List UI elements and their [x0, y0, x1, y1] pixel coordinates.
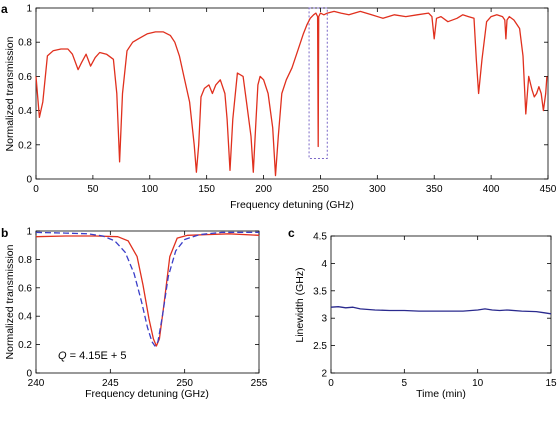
y-tick-label: 1	[26, 4, 32, 15]
x-tick-label: 200	[255, 184, 272, 195]
x-tick-label: 250	[176, 378, 193, 389]
series-line-fit	[35, 231, 259, 347]
series-line	[35, 10, 548, 177]
y-tick-label: 0.2	[18, 340, 32, 351]
x-tick-label: 255	[251, 378, 268, 389]
y-tick-label: 0.6	[18, 72, 32, 83]
series-line	[330, 306, 552, 315]
panel-b-ticks: 240 245 250 255 0 0.2 0.4 0.6 0.8 1	[18, 227, 268, 390]
y-tick-label: 3	[321, 314, 327, 325]
y-tick-label: 4	[321, 259, 327, 270]
panel-b-q-annotation: Q = 4.15E + 5	[58, 350, 127, 362]
y-tick-label: 0.4	[18, 106, 32, 117]
y-tick-label: 2.5	[313, 341, 327, 352]
panel-b-axes	[35, 230, 260, 374]
y-tick-label: 3.5	[313, 286, 327, 297]
x-tick-label: 300	[369, 184, 386, 195]
x-tick-label: 5	[402, 378, 408, 389]
panel-a: a 0 50 100 150 200 250 300 350 400 45000.20.40.60…	[1, 2, 557, 211]
y-tick-label: 0	[26, 369, 32, 380]
panel-b-letter: b	[1, 226, 8, 240]
x-tick-label: 100	[141, 184, 158, 195]
x-tick-label: 50	[87, 184, 99, 195]
x-tick-label: 245	[102, 378, 119, 389]
panel-b-ylabel: Normalized transmission	[4, 244, 16, 359]
x-tick-label: 250	[312, 184, 329, 195]
x-tick-label: 0	[33, 184, 39, 195]
q-symbol: Q	[58, 350, 67, 362]
x-tick-label: 240	[28, 378, 45, 389]
x-tick-label: 0	[328, 378, 334, 389]
x-tick-label: 150	[198, 184, 215, 195]
x-tick-label: 350	[426, 184, 443, 195]
y-tick-label: 0.8	[18, 255, 32, 266]
panel-a-letter: a	[1, 2, 8, 16]
panel-b-xlabel: Frequency detuning (GHz)	[85, 388, 209, 400]
y-tick-label: 0	[26, 175, 32, 186]
panel-b: b 240 245 250 255 0 0.2 0.4 0.6 0.8 1 Q = 4.15E +…	[1, 226, 268, 400]
q-value: = 4.15E + 5	[67, 350, 127, 362]
x-tick-label: 400	[483, 184, 500, 195]
panel-c: c 0 5 10 15 2 2.5 3 3.5 4 4.5 Time (min) Linewidt…	[288, 226, 557, 400]
panel-a-xlabel: Frequency detuning (GHz)	[230, 199, 354, 211]
y-tick-label: 0.2	[18, 140, 32, 151]
x-tick-label: 450	[540, 184, 557, 195]
panel-a-ticks: 0 50 100 150 200 250 300 350 400 450 0 0.2 0.4 0.6 0.8…	[18, 4, 557, 196]
panel-c-xlabel: Time (min)	[416, 388, 466, 400]
highlight-box	[308, 7, 328, 159]
y-tick-label: 2	[321, 369, 327, 380]
panel-a-axes	[35, 7, 549, 180]
y-tick-label: 0.4	[18, 312, 32, 323]
y-tick-label: 1	[26, 227, 32, 238]
panel-c-letter: c	[288, 226, 295, 240]
series-line-measured	[35, 233, 260, 347]
panel-c-ylabel: Linewidth (GHz)	[294, 267, 306, 342]
x-tick-label: 10	[472, 378, 484, 389]
panel-a-ylabel: Normalized transmission	[4, 36, 16, 151]
y-tick-label: 0.8	[18, 38, 32, 49]
panel-c-axes	[330, 235, 552, 374]
y-tick-label: 4.5	[313, 232, 327, 243]
y-tick-label: 0.6	[18, 283, 32, 294]
x-tick-label: 15	[545, 378, 557, 389]
panel-c-ticks: 0 5 10 15 2 2.5 3 3.5 4 4.5	[313, 232, 557, 390]
